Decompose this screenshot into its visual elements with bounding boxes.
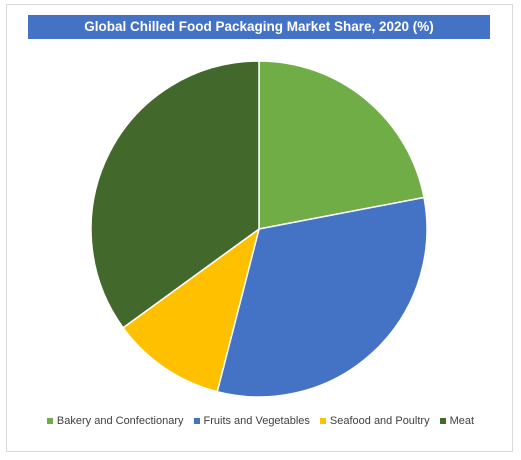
pie-slice-meat [90,60,260,329]
pie-slice-fruits-and-vegetables [216,196,428,398]
pie-chart [90,60,428,398]
legend-swatch [46,418,53,424]
chart-title: Global Chilled Food Packaging Market Sha… [28,15,490,39]
chart-legend: Bakery and Confectionary Fruits and Veget… [0,415,521,427]
legend-label: Bakery and Confectionary [56,415,184,427]
legend-label: Seafood and Poultry [329,415,430,427]
pie-slice-bakery-and-confectionary [258,60,425,230]
legend-item-meat: Meat [439,415,475,427]
pie-slice-seafood-and-poultry [122,228,260,393]
legend-label: Fruits and Vegetables [203,415,310,427]
legend-label: Meat [449,415,475,427]
legend-item-seafood-and-poultry: Seafood and Poultry [319,415,430,427]
legend-item-fruits-and-vegetables: Fruits and Vegetables [193,415,310,427]
legend-swatch [319,418,326,424]
legend-item-bakery-and-confectionary: Bakery and Confectionary [46,415,184,427]
legend-swatch [439,418,446,424]
legend-swatch [193,418,200,424]
